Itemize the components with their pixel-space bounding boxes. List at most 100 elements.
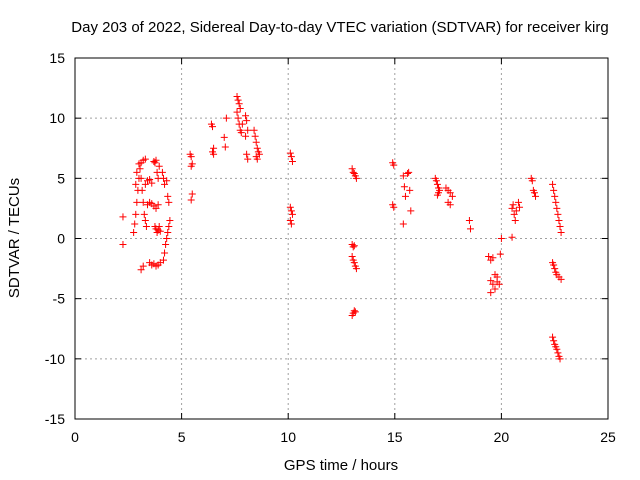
chart-title: Day 203 of 2022, Sidereal Day-to-day VTE… [71,19,608,36]
data-point [155,222,163,230]
y-tick-label: 15 [49,50,65,66]
data-point [244,155,252,163]
data-point [348,253,356,261]
data-point [252,138,260,146]
data-point [233,93,241,101]
data-point [399,172,407,180]
data-point [164,192,172,200]
data-point [489,254,497,262]
x-tick-label: 25 [600,429,616,445]
data-point [432,177,440,185]
x-tick-label: 15 [387,429,403,445]
data-point [497,235,505,242]
data-point [508,233,516,241]
data-point [163,177,171,185]
data-point [508,204,516,212]
data-point [235,100,243,108]
data-point [242,112,250,120]
data-point [210,150,218,158]
data-point [554,349,562,357]
data-point [288,210,296,218]
y-tick-label: 0 [57,231,65,247]
data-points [119,93,565,363]
data-point [287,153,295,161]
data-point [390,161,398,169]
data-point [132,180,140,188]
data-point [556,355,564,363]
data-point [401,192,409,200]
data-point [390,203,398,211]
data-point [131,220,139,228]
data-point [556,222,564,230]
data-point [465,216,473,224]
data-point [405,168,413,176]
data-point [119,241,127,249]
data-point [509,201,517,209]
data-point [130,228,138,236]
data-point [350,242,358,250]
data-point [136,165,144,173]
data-point [555,216,563,224]
data-point [406,186,414,194]
data-point [161,180,169,188]
data-point [516,203,524,211]
data-point [253,155,261,163]
data-point [404,170,412,178]
data-point [286,149,294,157]
data-point [138,186,146,194]
data-point [487,289,495,297]
data-point [135,160,143,168]
data-point [287,207,295,215]
y-tick-label: 10 [49,110,65,126]
data-point [554,210,562,218]
data-point [352,265,360,273]
data-point [133,168,141,176]
data-point [188,190,196,198]
data-point [140,210,148,218]
data-point [164,228,172,236]
data-point [137,266,145,274]
data-point [220,133,228,141]
data-point [253,144,261,152]
data-point [119,213,127,221]
data-point [146,176,154,184]
data-point [163,235,171,242]
data-point [132,210,140,218]
data-point [528,177,536,185]
data-point [510,210,518,218]
data-point [165,198,173,206]
data-point [156,227,164,235]
data-point [551,192,559,200]
data-point [243,150,251,158]
data-point [557,228,565,236]
data-point [243,117,251,125]
data-point [242,132,250,140]
data-point [549,180,557,188]
data-point [187,153,195,161]
y-tick-label: -5 [53,291,66,307]
x-axis-label: GPS time / hours [284,457,398,474]
data-point [142,222,150,230]
data-point [133,198,141,206]
data-point [485,253,493,261]
data-point [550,261,558,269]
data-point [435,189,443,197]
data-point [137,174,145,182]
data-point [234,114,242,122]
data-point [159,256,167,264]
data-point [287,220,295,228]
data-point [350,259,358,267]
data-point [352,174,360,182]
data-point [350,307,358,315]
x-tick-label: 0 [71,429,79,445]
x-tick-label: 20 [494,429,510,445]
data-point [162,241,170,249]
data-point [233,108,241,116]
data-point [158,168,166,176]
data-point [487,277,495,285]
data-point [141,216,149,224]
data-point [234,96,242,104]
data-point [399,220,407,228]
data-point [448,192,456,200]
